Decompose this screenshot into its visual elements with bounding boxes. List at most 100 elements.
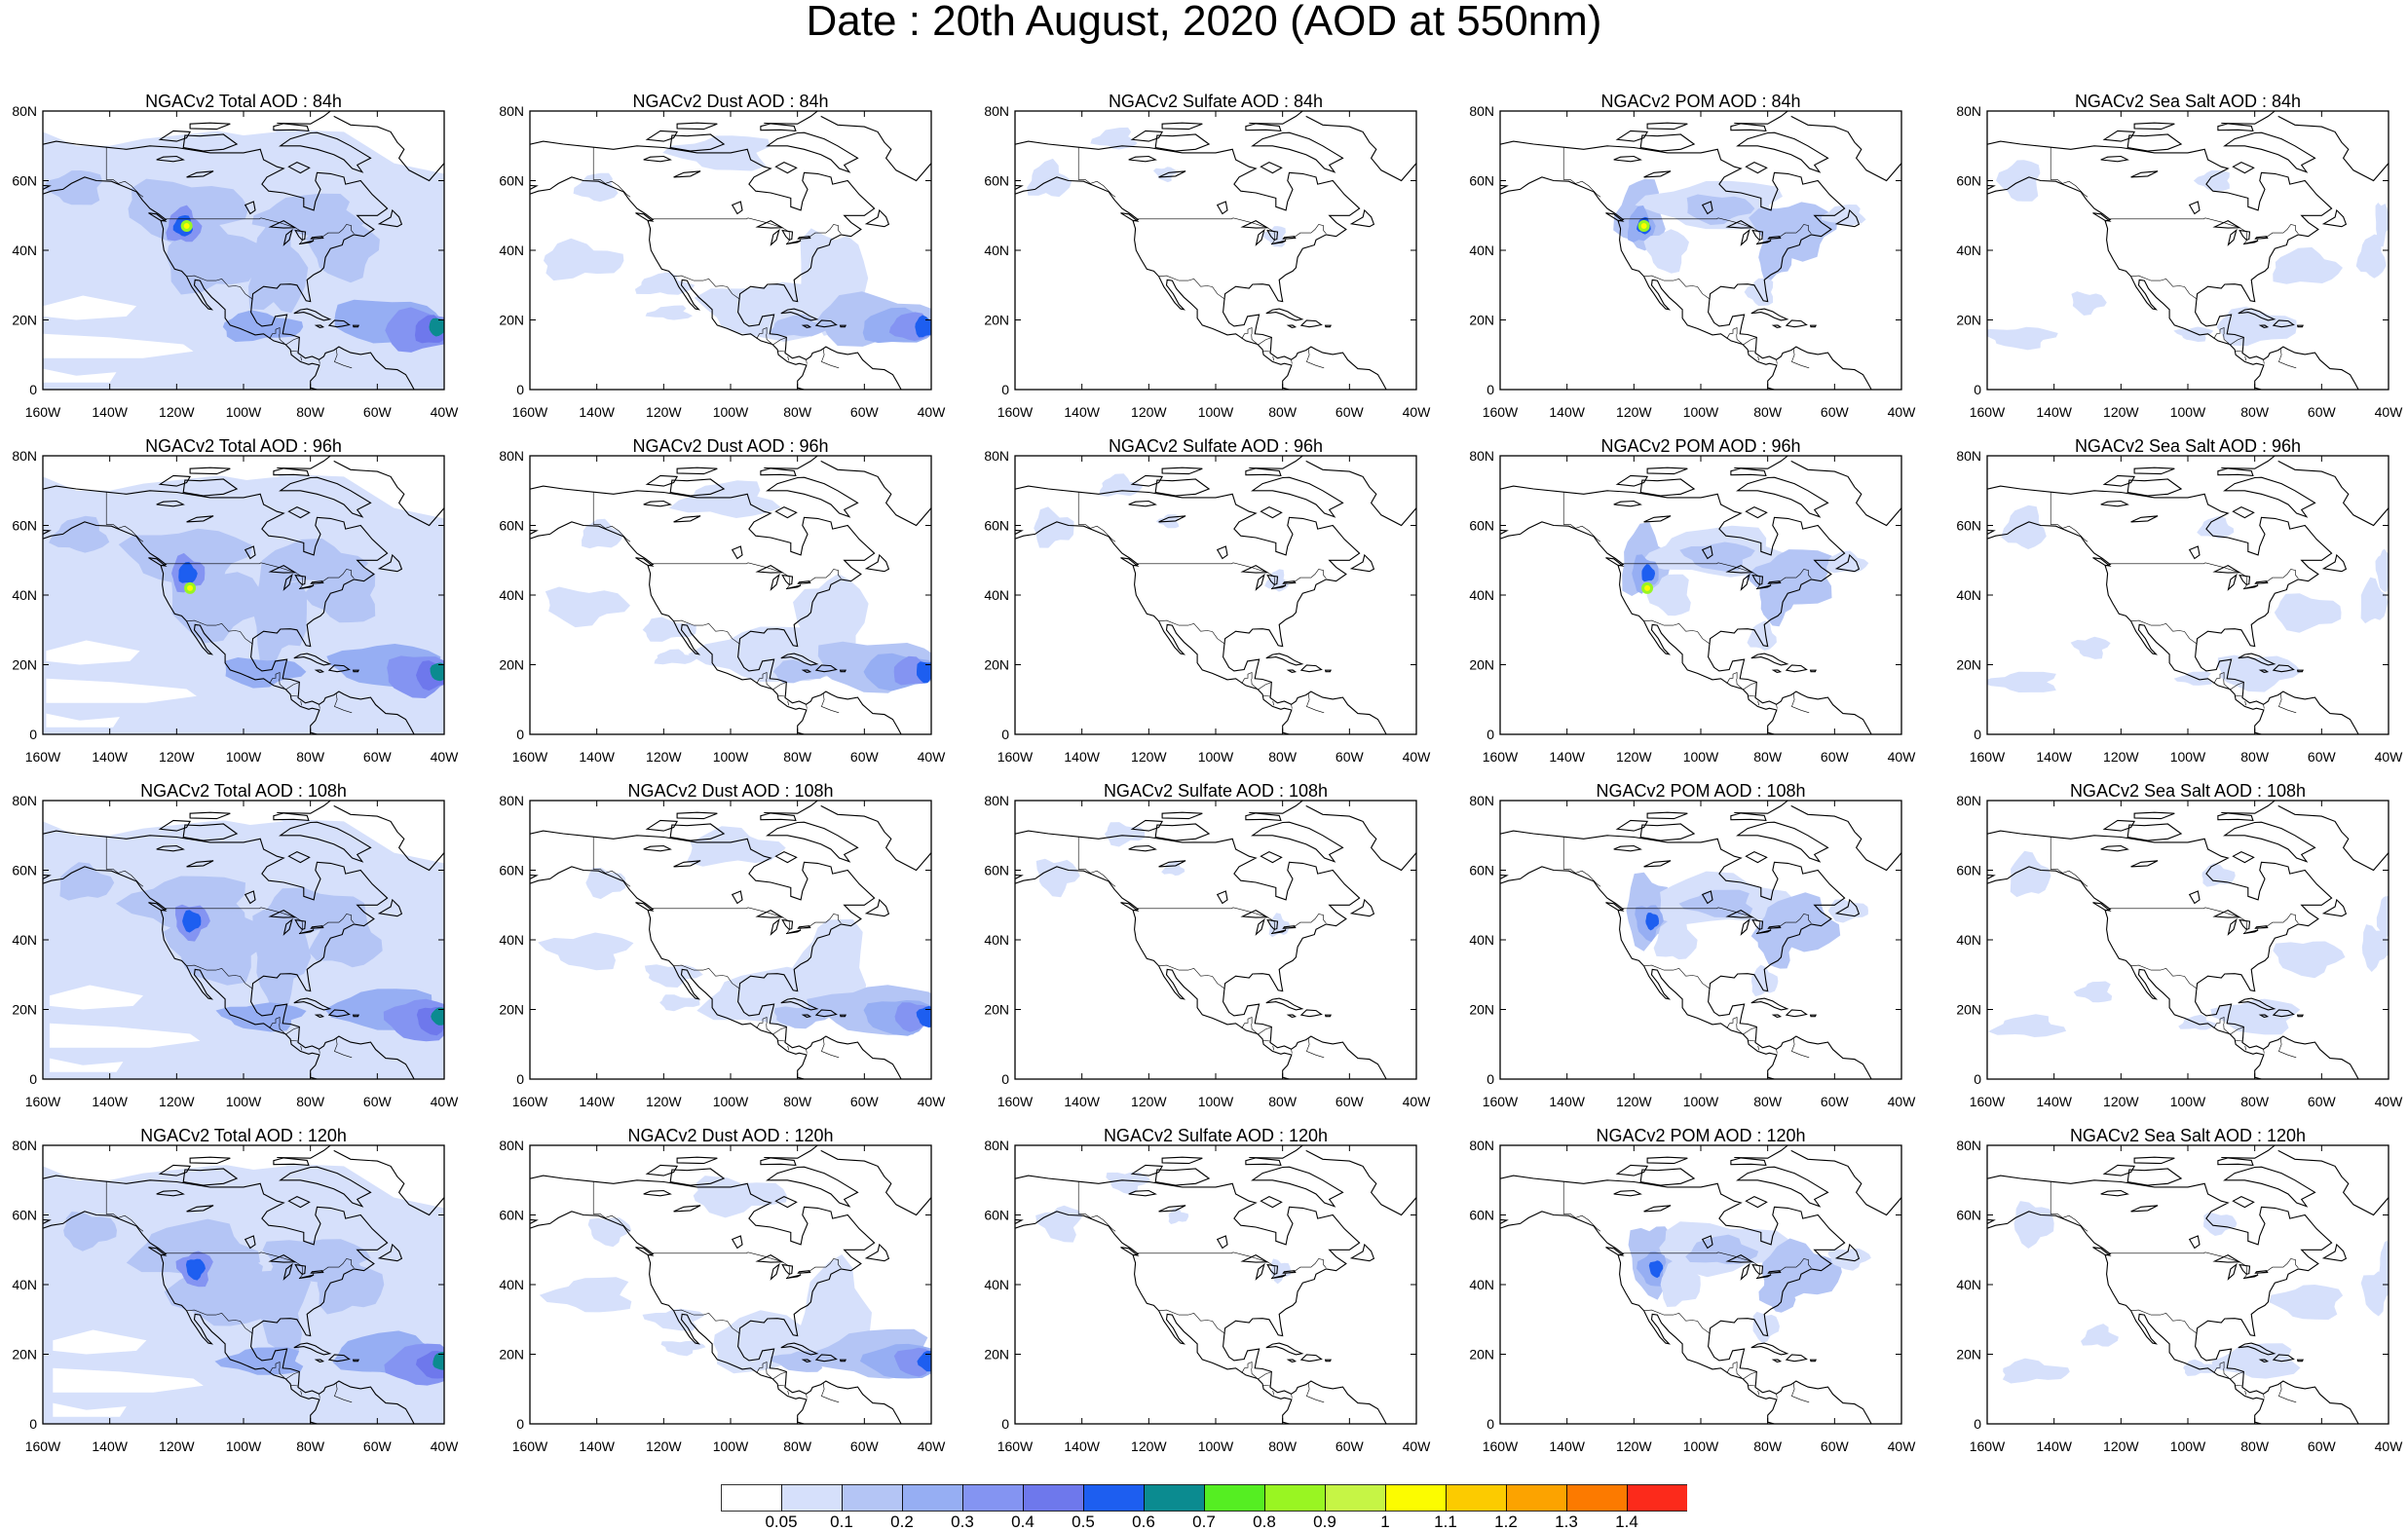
aod-plume	[2211, 1343, 2301, 1379]
island	[189, 811, 231, 820]
island	[148, 212, 168, 222]
lon-tick-label: 60W	[850, 1094, 880, 1109]
aod-plume	[2217, 654, 2302, 692]
lake	[294, 1263, 307, 1275]
lake	[2239, 918, 2251, 930]
coastline	[1987, 830, 2359, 1079]
map-plot: 160W 140W 120W 100W 80W 60W 40W 80N 60N 40N 20N 0	[499, 448, 946, 765]
lat-tick-label: 0	[1974, 727, 1981, 742]
coastline	[277, 456, 331, 469]
border-line	[2213, 1362, 2225, 1373]
border-line	[1158, 1309, 1225, 1334]
lon-tick-label: 140W	[2036, 749, 2072, 765]
colorbar-label: 1.2	[1494, 1512, 1518, 1531]
coastline	[1790, 115, 1901, 182]
island	[182, 1168, 239, 1186]
coastline	[1305, 804, 1416, 872]
lon-tick-label: 120W	[646, 1094, 682, 1109]
island	[273, 467, 310, 477]
aod-plume	[774, 1006, 831, 1029]
island	[1639, 823, 1696, 841]
lake	[1128, 1189, 1157, 1197]
coastline	[1500, 866, 1778, 1079]
panel-title: NGACv2 Dust AOD : 96h	[632, 436, 829, 456]
lon-tick-label: 40W	[1403, 404, 1432, 420]
island	[814, 664, 838, 673]
lake	[294, 918, 307, 930]
lat-tick-label: 80N	[1469, 103, 1494, 119]
clean-air-region	[46, 640, 140, 665]
border-line	[1749, 1040, 1756, 1042]
border-line	[1272, 700, 1274, 706]
lat-tick-label: 20N	[1956, 1347, 1981, 1363]
border-line	[279, 334, 285, 344]
lake	[2130, 515, 2159, 523]
lon-tick-label: 140W	[1064, 1438, 1100, 1454]
lat-tick-label: 60N	[499, 518, 524, 534]
border-line	[269, 327, 281, 339]
aod-plume	[2178, 1014, 2217, 1030]
border-line	[1258, 337, 1272, 346]
coastline	[43, 1211, 320, 1424]
lat-tick-label: 20N	[984, 313, 1009, 328]
aod-plume	[1104, 822, 1146, 847]
lake	[1740, 573, 1750, 591]
lon-tick-label: 120W	[1616, 404, 1652, 420]
border-line	[2278, 1382, 2297, 1403]
lat-tick-label: 40N	[1469, 587, 1494, 603]
coastlines	[1015, 111, 1416, 390]
clean-air-region	[43, 333, 194, 358]
coastline	[43, 1175, 415, 1424]
coastlines	[1987, 801, 2389, 1079]
colorbar-label: 0.7	[1192, 1512, 1216, 1531]
island	[273, 123, 310, 132]
lake	[1240, 564, 1269, 574]
lake	[2212, 909, 2241, 918]
lon-tick-label: 120W	[2103, 1094, 2139, 1109]
island	[1745, 161, 1768, 174]
lat-tick-label: 40N	[984, 587, 1009, 603]
lon-tick-label: 60W	[1336, 1094, 1365, 1109]
aod-plume	[792, 918, 867, 1017]
colorbar-label: 0.4	[1011, 1512, 1035, 1531]
island	[839, 1359, 847, 1363]
island	[1324, 1014, 1332, 1018]
lat-tick-label: 60N	[499, 1208, 524, 1223]
lon-tick-label: 100W	[226, 404, 262, 420]
aod-plume	[770, 1350, 831, 1372]
lat-tick-label: 80N	[12, 793, 37, 808]
colorbar-label: 0.3	[951, 1512, 974, 1531]
island	[1736, 821, 1829, 863]
lon-tick-label: 100W	[2170, 1094, 2206, 1109]
island	[2272, 1354, 2295, 1363]
lake	[156, 500, 185, 507]
lon-tick-label: 120W	[2103, 404, 2139, 420]
clean-air-region	[46, 713, 120, 728]
coastline	[277, 111, 331, 125]
island	[314, 1359, 325, 1363]
lake	[1282, 580, 1297, 584]
coastlines	[1500, 1145, 1901, 1424]
border-line	[1138, 217, 1327, 244]
coastline	[530, 866, 808, 1079]
lon-tick-label: 60W	[850, 1438, 880, 1454]
island	[1639, 478, 1696, 497]
island	[1161, 1156, 1203, 1165]
border-line	[1776, 359, 1778, 364]
lake	[770, 1262, 780, 1281]
aod-plume	[1758, 1270, 1796, 1313]
coastlines	[1500, 456, 1901, 734]
border-line	[653, 1251, 842, 1279]
border-line	[821, 1382, 840, 1403]
aod-plume	[545, 586, 630, 628]
aod-plume	[1653, 915, 1698, 960]
political-borders	[105, 147, 355, 369]
island	[293, 653, 332, 666]
lake	[755, 564, 784, 574]
lake	[1701, 201, 1713, 215]
island	[780, 997, 819, 1011]
island	[1251, 131, 1344, 173]
panel-title: NGACv2 Sulfate AOD : 96h	[1108, 436, 1324, 456]
aod-plume	[587, 1217, 632, 1248]
lake	[1266, 918, 1279, 930]
